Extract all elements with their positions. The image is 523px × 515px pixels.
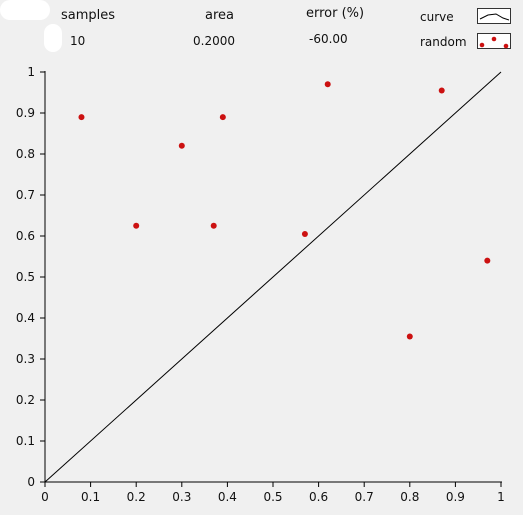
- random-swatch-icon: [479, 36, 509, 49]
- x-tick-label: 1: [497, 490, 505, 504]
- legend-curve-label: curve: [420, 10, 454, 24]
- x-tick-label: 0.9: [446, 490, 465, 504]
- y-tick-label: 0: [27, 475, 35, 489]
- y-tick-label: 0.3: [16, 352, 35, 366]
- error-label: error (%): [306, 6, 365, 21]
- area-label: area: [205, 8, 234, 23]
- decorative-blob: [0, 0, 50, 20]
- y-tick-label: 0.9: [16, 106, 35, 120]
- y-tick-label: 0.8: [16, 147, 35, 161]
- random-point: [78, 114, 85, 121]
- x-tick-label: 0.7: [355, 490, 374, 504]
- random-point: [406, 333, 413, 340]
- x-tick-label: 0.2: [127, 490, 146, 504]
- random-point: [133, 222, 140, 229]
- legend-curve-swatch: [477, 8, 511, 24]
- random-point: [219, 114, 226, 121]
- random-point: [178, 142, 185, 149]
- samples-value: 10: [70, 34, 86, 48]
- y-tick-label: 0.4: [16, 311, 35, 325]
- random-point: [484, 257, 491, 264]
- area-value: 0.2000: [193, 34, 235, 48]
- curve-swatch-icon: [479, 13, 510, 21]
- x-tick-label: 0.8: [400, 490, 419, 504]
- y-tick-label: 0.6: [16, 229, 35, 243]
- samples-label: samples: [61, 8, 116, 23]
- x-tick-label: 0.5: [263, 490, 282, 504]
- y-tick-label: 0.5: [16, 270, 35, 284]
- random-point: [210, 222, 217, 229]
- y-tick-label: 0.2: [16, 393, 35, 407]
- x-tick-label: 0: [41, 490, 49, 504]
- legend-random-swatch: [477, 33, 511, 49]
- x-tick-label: 0.1: [81, 490, 100, 504]
- y-tick-label: 0.1: [16, 434, 35, 448]
- curve-line: [44, 71, 502, 483]
- random-point: [324, 81, 331, 88]
- decorative-blob: [44, 24, 62, 52]
- y-tick-label: 0.7: [16, 188, 35, 202]
- legend-random-label: random: [420, 35, 467, 49]
- random-point: [301, 230, 308, 237]
- random-point: [438, 87, 445, 94]
- error-value: -60.00: [309, 32, 348, 46]
- x-tick-label: 0.3: [172, 490, 191, 504]
- x-tick-label: 0.4: [218, 490, 237, 504]
- x-tick-label: 0.6: [309, 490, 328, 504]
- y-tick-label: 1: [27, 65, 35, 79]
